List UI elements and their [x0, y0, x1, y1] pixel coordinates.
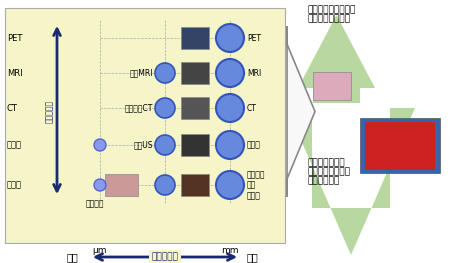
- Bar: [359, 118, 439, 173]
- Circle shape: [216, 171, 243, 199]
- Text: 顬忮US: 顬忮US: [133, 140, 153, 149]
- Bar: [364, 122, 434, 170]
- Circle shape: [155, 135, 175, 155]
- Text: （治療法も）: （治療法も）: [307, 176, 339, 185]
- Circle shape: [216, 24, 243, 52]
- Polygon shape: [286, 108, 414, 255]
- Text: 顬忮MRI: 顬忮MRI: [129, 68, 153, 78]
- Bar: [181, 97, 208, 119]
- Text: 微視: 微視: [66, 252, 78, 262]
- Text: CT: CT: [247, 104, 256, 113]
- Text: 超音波: 超音波: [7, 140, 22, 149]
- Text: 大きく変える技術: 大きく変える技術: [307, 167, 350, 176]
- Polygon shape: [286, 26, 314, 197]
- Text: mm: mm: [221, 246, 238, 255]
- Bar: [181, 134, 208, 156]
- Text: 生体特性を把握し、: 生体特性を把握し、: [307, 5, 356, 14]
- Text: 空間分解能: 空間分解能: [151, 252, 178, 261]
- Circle shape: [94, 139, 106, 151]
- Polygon shape: [298, 15, 374, 103]
- Text: MRI: MRI: [7, 68, 23, 78]
- Text: 光学系: 光学系: [7, 180, 22, 190]
- Circle shape: [94, 179, 106, 191]
- Circle shape: [216, 131, 243, 159]
- Bar: [181, 27, 208, 49]
- Text: 従来の診断法を: 従来の診断法を: [307, 158, 345, 167]
- Bar: [181, 62, 208, 84]
- Text: μm: μm: [92, 246, 107, 255]
- Text: モダリティ: モダリティ: [45, 100, 53, 123]
- Bar: [5, 8, 284, 243]
- Text: CT: CT: [7, 104, 18, 113]
- Text: MRI: MRI: [247, 68, 261, 78]
- Text: 病理所見: 病理所見: [86, 199, 104, 208]
- Text: PET: PET: [247, 33, 260, 43]
- Text: 巨視: 巨視: [246, 252, 258, 262]
- Circle shape: [216, 59, 243, 87]
- Circle shape: [155, 98, 175, 118]
- Text: PET: PET: [7, 33, 22, 43]
- Text: 超音波: 超音波: [247, 140, 260, 149]
- Text: マイクロCT: マイクロCT: [124, 104, 153, 113]
- Circle shape: [216, 94, 243, 122]
- Circle shape: [155, 175, 175, 195]
- Text: 内視鏡・
光学
カメラ: 内視鏡・ 光学 カメラ: [247, 170, 265, 200]
- Text: 疾患の機序を理解: 疾患の機序を理解: [307, 14, 350, 23]
- Bar: [181, 174, 208, 196]
- Bar: [105, 174, 138, 196]
- Circle shape: [155, 63, 175, 83]
- Bar: [312, 72, 350, 100]
